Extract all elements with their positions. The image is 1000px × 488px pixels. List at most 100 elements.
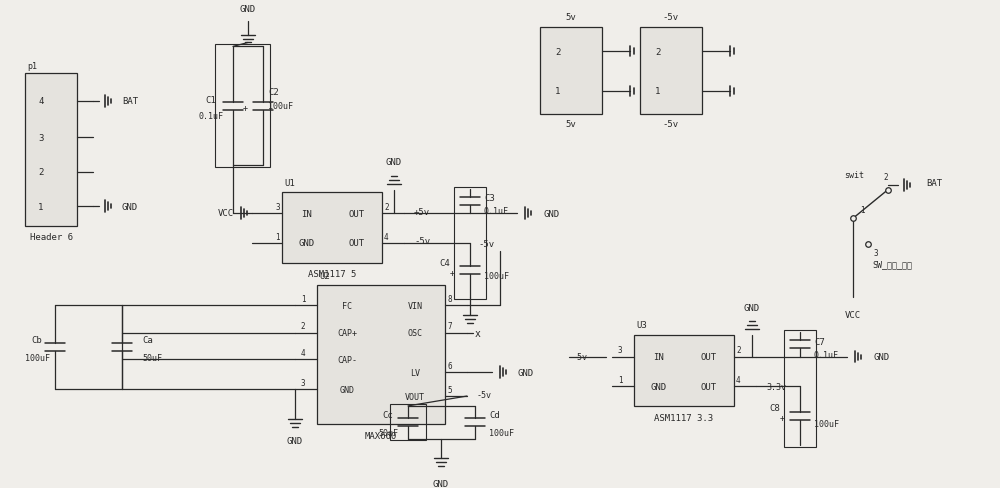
Text: ASM1117 5: ASM1117 5 xyxy=(308,269,356,279)
Text: 4: 4 xyxy=(301,348,305,357)
Text: CAP+: CAP+ xyxy=(337,328,357,338)
Text: 50uF: 50uF xyxy=(378,427,398,437)
Text: OUT: OUT xyxy=(349,239,365,248)
Text: -5v: -5v xyxy=(477,390,492,399)
Text: MAX660: MAX660 xyxy=(365,431,397,440)
Text: 7: 7 xyxy=(447,322,452,331)
Text: IN: IN xyxy=(302,209,312,218)
Text: U3: U3 xyxy=(636,321,647,330)
Text: swit: swit xyxy=(844,171,864,180)
Text: -5v: -5v xyxy=(479,240,495,249)
Text: GND: GND xyxy=(299,239,315,248)
Text: 100uF: 100uF xyxy=(268,102,293,111)
Text: 4: 4 xyxy=(38,97,44,106)
Text: U1: U1 xyxy=(284,179,295,188)
Bar xyxy=(25,74,77,227)
Text: 2: 2 xyxy=(555,48,561,57)
Text: x: x xyxy=(475,328,481,338)
Text: 3: 3 xyxy=(38,134,44,142)
Text: FC: FC xyxy=(342,301,352,310)
Text: 3: 3 xyxy=(618,346,622,354)
Text: -5v: -5v xyxy=(663,120,679,129)
Text: 6: 6 xyxy=(447,361,452,370)
Text: 100uF: 100uF xyxy=(814,419,839,428)
Text: OUT: OUT xyxy=(701,352,717,361)
Text: +: + xyxy=(450,268,455,277)
Text: GND: GND xyxy=(122,203,138,211)
Text: GND: GND xyxy=(873,352,889,361)
Text: VOUT: VOUT xyxy=(405,392,425,401)
Text: 2: 2 xyxy=(38,168,44,177)
Text: CAP-: CAP- xyxy=(337,355,357,364)
Text: 0.1uF: 0.1uF xyxy=(814,350,839,359)
Text: GND: GND xyxy=(744,303,760,312)
Text: 1: 1 xyxy=(860,205,864,214)
Text: 1: 1 xyxy=(618,375,622,384)
Text: SW_拨动_小型: SW_拨动_小型 xyxy=(872,260,912,268)
Text: 1: 1 xyxy=(301,294,305,303)
Text: Ca: Ca xyxy=(142,335,153,344)
Text: 5: 5 xyxy=(447,385,452,394)
Text: -5v: -5v xyxy=(573,352,588,361)
Bar xyxy=(634,335,734,406)
Text: p1: p1 xyxy=(27,61,37,71)
Text: BAT: BAT xyxy=(122,97,138,106)
Text: GND: GND xyxy=(240,5,256,14)
Text: OUT: OUT xyxy=(349,209,365,218)
Text: VCC: VCC xyxy=(845,310,861,319)
Text: 0.1uF: 0.1uF xyxy=(484,206,509,215)
Text: Cb: Cb xyxy=(32,335,42,344)
Text: 2: 2 xyxy=(301,322,305,331)
Text: VCC: VCC xyxy=(218,208,234,217)
Text: IN: IN xyxy=(654,352,664,361)
Text: GND: GND xyxy=(433,479,449,488)
Text: GND: GND xyxy=(518,368,534,377)
Text: 8: 8 xyxy=(447,294,452,303)
Text: Header 6: Header 6 xyxy=(30,232,72,241)
Text: 5v: 5v xyxy=(566,120,576,129)
Text: LV: LV xyxy=(410,368,420,377)
Text: 3: 3 xyxy=(275,203,280,211)
Bar xyxy=(317,286,445,424)
Text: 2: 2 xyxy=(384,203,389,211)
Bar xyxy=(454,187,486,300)
Text: OSC: OSC xyxy=(408,328,422,338)
Text: Cc: Cc xyxy=(383,410,393,419)
Text: +: + xyxy=(243,104,248,113)
Text: ASM1117 3.3: ASM1117 3.3 xyxy=(654,413,714,423)
Text: 2: 2 xyxy=(736,346,741,354)
Text: OUT: OUT xyxy=(701,382,717,391)
Text: Cd: Cd xyxy=(489,410,500,419)
Text: 1: 1 xyxy=(555,87,561,96)
Text: GND: GND xyxy=(340,385,354,394)
Text: C8: C8 xyxy=(770,404,780,412)
Text: 5v: 5v xyxy=(566,13,576,22)
Bar xyxy=(282,192,382,263)
Text: -5v: -5v xyxy=(414,237,430,246)
Text: C1: C1 xyxy=(206,96,216,105)
Text: 2: 2 xyxy=(655,48,661,57)
Text: 4: 4 xyxy=(384,232,389,241)
Text: GND: GND xyxy=(386,158,402,167)
Text: C3: C3 xyxy=(484,194,495,203)
Text: C4: C4 xyxy=(440,258,450,267)
Text: BAT: BAT xyxy=(926,179,942,188)
Text: 1: 1 xyxy=(655,87,661,96)
Bar xyxy=(784,330,816,447)
Text: 2: 2 xyxy=(884,173,888,182)
Text: GND: GND xyxy=(651,382,667,391)
Text: 3.3v: 3.3v xyxy=(766,382,786,391)
Text: +5v: +5v xyxy=(414,207,430,216)
Text: 0.1uF: 0.1uF xyxy=(198,112,224,121)
Text: 3: 3 xyxy=(874,249,878,258)
Text: C2: C2 xyxy=(268,88,279,97)
Text: C7: C7 xyxy=(814,338,825,346)
Text: -5v: -5v xyxy=(663,13,679,22)
Text: VIN: VIN xyxy=(408,301,422,310)
Text: 50uF: 50uF xyxy=(142,353,162,362)
Bar xyxy=(390,404,426,441)
Bar xyxy=(640,28,702,114)
Text: 3: 3 xyxy=(301,378,305,387)
Text: 4: 4 xyxy=(736,375,741,384)
Bar xyxy=(540,28,602,114)
